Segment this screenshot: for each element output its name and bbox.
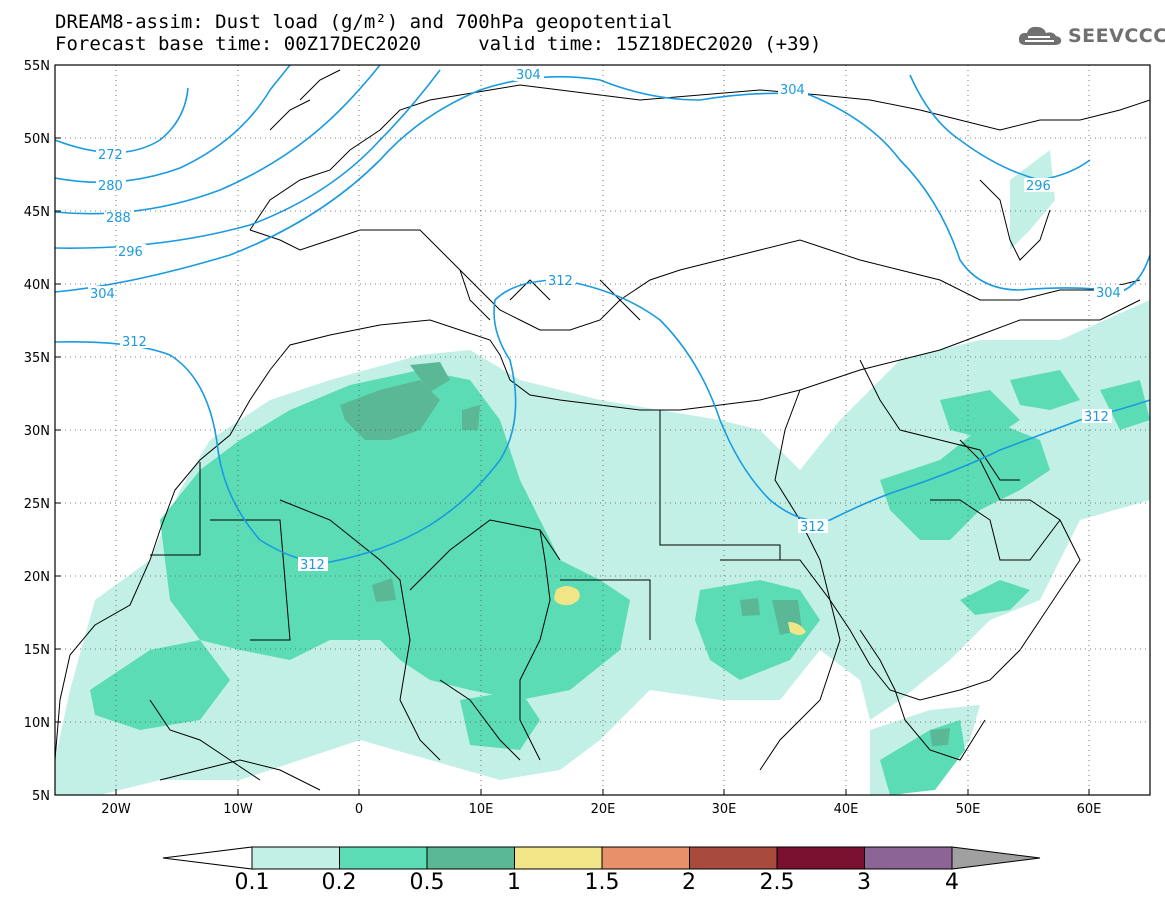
svg-text:50N: 50N	[24, 132, 50, 147]
svg-text:312: 312	[548, 274, 573, 289]
logo-text: SEEVCCC	[1068, 25, 1165, 47]
svg-text:50E: 50E	[956, 802, 981, 817]
svg-text:40N: 40N	[24, 278, 50, 293]
svg-text:5N: 5N	[32, 789, 50, 804]
forecast-times: Forecast base time: 00Z17DEC2020 valid t…	[55, 33, 822, 55]
colorbar-label: 0.5	[409, 870, 445, 895]
svg-text:45N: 45N	[24, 205, 50, 220]
svg-text:30N: 30N	[24, 424, 50, 439]
colorbar-label: 1	[507, 870, 521, 895]
colorbar-label: 2	[682, 870, 696, 895]
svg-text:0: 0	[355, 802, 363, 817]
colorbar-label: 0.2	[321, 870, 357, 895]
cloud-icon	[1018, 26, 1062, 45]
svg-text:312: 312	[300, 558, 325, 573]
svg-text:25N: 25N	[24, 497, 50, 512]
colorbar-cell	[864, 846, 953, 870]
svg-text:20W: 20W	[101, 802, 131, 817]
graticule	[55, 65, 1150, 795]
colorbar-cell	[426, 846, 515, 870]
map-title: DREAM8-assim: Dust load (g/m²) and 700hP…	[55, 11, 673, 33]
colorbar-label: 3	[857, 870, 871, 895]
svg-text:304: 304	[516, 68, 541, 83]
colorbar-label: 0.1	[234, 870, 270, 895]
svg-text:312: 312	[1084, 410, 1109, 425]
contour-labels: 272 280 288 296 304 312 304 304 296 312 …	[88, 67, 1124, 573]
colorbar-low-arrow	[162, 846, 253, 870]
svg-text:288: 288	[106, 211, 131, 226]
colorbar-label: 2.5	[759, 870, 795, 895]
svg-text:15N: 15N	[24, 643, 50, 658]
colorbar-cell	[601, 846, 690, 870]
svg-text:20N: 20N	[24, 570, 50, 585]
svg-text:35N: 35N	[24, 351, 50, 366]
colorbar-cell	[689, 846, 778, 870]
svg-text:312: 312	[800, 520, 825, 535]
svg-text:280: 280	[98, 179, 123, 194]
svg-text:304: 304	[90, 287, 115, 302]
svg-text:304: 304	[1096, 286, 1121, 301]
svg-text:30E: 30E	[712, 802, 737, 817]
svg-text:40E: 40E	[834, 802, 859, 817]
seevccc-logo: SEEVCCC	[1016, 24, 1165, 48]
colorbar-cell	[514, 846, 603, 870]
svg-text:10E: 10E	[469, 802, 494, 817]
colorbar-cell	[251, 846, 340, 870]
svg-text:10W: 10W	[223, 802, 253, 817]
svg-text:20E: 20E	[591, 802, 616, 817]
svg-text:272: 272	[98, 148, 123, 163]
longitude-labels: 20W 10W 0 10E 20E 30E 40E 50E 60E	[101, 802, 1101, 817]
colorbar-label: 4	[945, 870, 959, 895]
colorbar-cell	[339, 846, 428, 870]
colorbar-label: 1.5	[584, 870, 620, 895]
svg-text:312: 312	[122, 335, 147, 350]
dust-load-field	[55, 150, 1150, 795]
svg-text:296: 296	[1026, 179, 1051, 194]
svg-text:55N: 55N	[24, 59, 50, 74]
colorbar-cell	[776, 846, 865, 870]
svg-text:10N: 10N	[24, 716, 50, 731]
axis-ticks	[55, 64, 1090, 796]
colorbar-high-arrow	[951, 846, 1041, 870]
colorbar	[162, 846, 1041, 870]
latitude-labels: 55N 50N 45N 40N 35N 30N 25N 20N 15N 10N …	[24, 59, 50, 804]
svg-text:60E: 60E	[1077, 802, 1102, 817]
svg-text:304: 304	[780, 83, 805, 98]
svg-text:296: 296	[118, 245, 143, 260]
coastlines	[55, 69, 1150, 791]
